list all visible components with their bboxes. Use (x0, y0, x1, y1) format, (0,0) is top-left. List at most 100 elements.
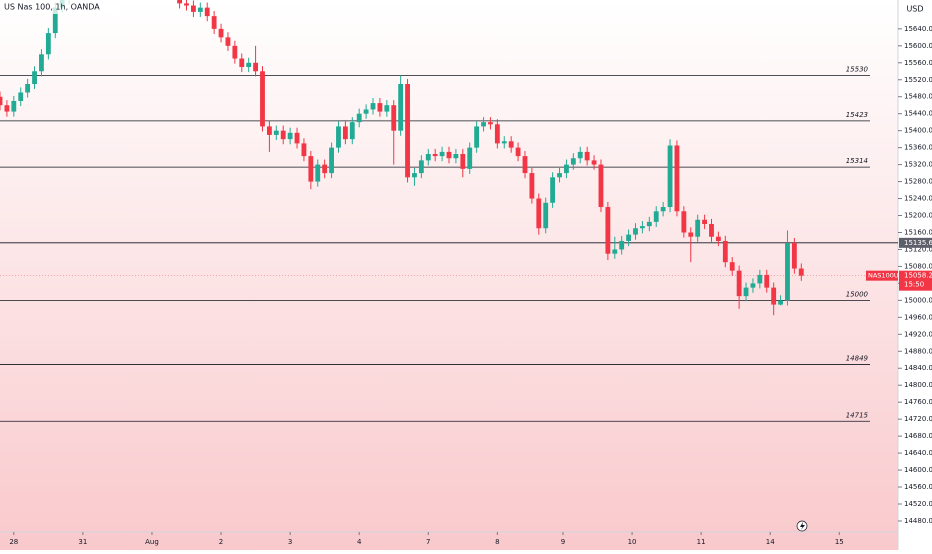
candle-body (778, 300, 783, 305)
chart-title: US Nas 100, 1h, OANDA (4, 3, 100, 12)
plot-area: 15530 15423 15314 15000 14849 14715 (0, 0, 898, 422)
y-tick-label: 14920.0 (904, 330, 932, 338)
candle-body (11, 100, 17, 112)
candle-body (0, 96, 3, 106)
x-tick-label: 28 (9, 538, 18, 546)
candle-body (184, 3, 189, 6)
candle-body (564, 164, 569, 174)
x-tick-label: 11 (697, 538, 706, 546)
y-tick-label: 14720.0 (904, 415, 932, 423)
last-price-tag (899, 270, 932, 291)
candle-body (577, 151, 583, 159)
y-tick-label: 14760.0 (904, 398, 932, 406)
x-tick-label: 2 (219, 538, 223, 546)
candle-body (674, 145, 680, 212)
candle-body (301, 143, 307, 157)
y-tick-label: 14840.0 (904, 364, 932, 372)
y-tick-label: 15240.0 (904, 195, 932, 203)
symbol-tag (866, 270, 898, 281)
candle-body (743, 287, 749, 297)
candle-body (681, 211, 687, 233)
level-label: 15423 (846, 111, 868, 119)
candle-body (598, 164, 604, 208)
candle-body (190, 5, 196, 12)
candle-body (280, 130, 286, 140)
candle-body (605, 207, 611, 254)
candle-body (177, 0, 183, 4)
candle-body (646, 221, 652, 227)
candle-body (260, 71, 265, 127)
y-tick-label: 15120.0 (904, 245, 932, 253)
candle-body (356, 113, 362, 123)
countdown-label: 15:50 (904, 281, 924, 289)
candle-body (494, 124, 500, 144)
marked-price-label: 15135.6 (904, 239, 932, 247)
candle-body (446, 151, 452, 159)
candle-body (653, 211, 659, 222)
candle-body (329, 147, 334, 174)
candle-body (246, 62, 252, 68)
candle-body (529, 173, 535, 199)
candle-body (45, 33, 51, 55)
candle-body (4, 105, 10, 112)
candle-body (336, 126, 341, 148)
candle-body (32, 71, 37, 84)
y-tick-label: 14680.0 (904, 432, 932, 440)
candle-body (729, 262, 735, 271)
level-label: 15314 (846, 157, 868, 165)
candle-body (39, 54, 44, 72)
candle-body (425, 154, 431, 161)
x-tick-label: 15 (835, 538, 844, 546)
candle-body (363, 109, 369, 114)
last-price-label: 15058.2 (904, 272, 932, 280)
candle-body (750, 283, 756, 288)
symbol-label: NAS100USD (868, 272, 908, 280)
x-tick-label: 14 (766, 538, 775, 546)
candle-body (791, 243, 797, 269)
candle-body (467, 147, 473, 169)
title-backdrop (0, 0, 118, 14)
y-tick-label: 15640.0 (904, 25, 932, 33)
candle-body (294, 132, 300, 144)
candle-body (52, 7, 58, 34)
candle-body (349, 122, 355, 140)
candle-body (688, 232, 694, 237)
y-tick-label: 15200.0 (904, 212, 932, 220)
y-tick-label: 14560.0 (904, 483, 932, 491)
y-tick-label: 15440.0 (904, 110, 932, 118)
candle-body (702, 219, 708, 224)
candle-body (225, 37, 231, 46)
candle-body (232, 45, 238, 59)
currency-label: USD (906, 5, 923, 14)
candle-body (204, 7, 210, 17)
y-tick-label: 15520.0 (904, 76, 932, 84)
candle-body (18, 92, 24, 101)
level-label: 15530 (846, 66, 869, 74)
candle-body (536, 198, 542, 229)
candle-body (508, 141, 514, 148)
y-tick-label: 14520.0 (904, 500, 932, 508)
candle-body (398, 84, 404, 131)
marked-price-tag (899, 237, 932, 248)
candle-body (481, 122, 486, 127)
x-tick-label: 31 (78, 538, 87, 546)
candle-body (211, 16, 217, 29)
candle-body (667, 145, 673, 208)
y-tick-label: 15600.0 (904, 42, 932, 50)
candle-body (405, 84, 410, 178)
y-tick-label: 15160.0 (904, 228, 932, 236)
level-label: 14715 (846, 411, 869, 419)
candle-body (570, 158, 576, 165)
y-tick-label: 15480.0 (904, 93, 932, 101)
y-tick-label: 14960.0 (904, 313, 932, 321)
candle-body (197, 7, 203, 12)
candle-body (709, 224, 714, 237)
candle-body (266, 126, 272, 135)
candle-body (488, 122, 493, 125)
candle-body (342, 126, 348, 140)
y-tick-label: 15320.0 (904, 161, 932, 169)
candle-body (315, 164, 321, 182)
candle-body (522, 156, 528, 174)
candle-body (474, 126, 480, 148)
